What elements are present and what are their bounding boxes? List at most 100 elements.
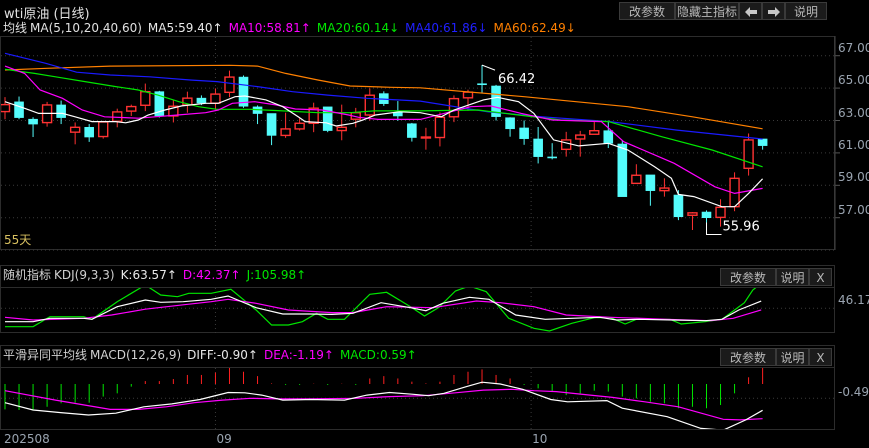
ma-label: 均线 [3, 21, 28, 35]
candle[interactable] [126, 104, 137, 116]
candle-body [631, 174, 642, 185]
price-axis-label: 65.00 [838, 73, 869, 88]
kdj-plot-panel[interactable] [0, 287, 835, 333]
candle-body [420, 136, 432, 139]
candle[interactable] [280, 112, 291, 138]
candle-body [98, 121, 109, 138]
prev-button[interactable] [739, 2, 762, 20]
candle[interactable] [238, 75, 249, 108]
ma-params: MA(5,10,20,40,60) [30, 21, 142, 35]
high-price-label: 66.42 [498, 72, 535, 87]
candle-body [280, 128, 291, 137]
date-axis-label: 10 [532, 432, 548, 446]
ma10-value: MA10:58.81↑ [228, 21, 311, 35]
candle-body [224, 76, 235, 94]
candle[interactable] [519, 120, 529, 145]
candle[interactable] [294, 118, 305, 131]
candle-body [434, 116, 446, 139]
next-button[interactable] [762, 2, 785, 20]
candle[interactable] [477, 65, 487, 93]
candle-body [561, 139, 572, 151]
candle[interactable] [589, 120, 600, 135]
candle[interactable] [322, 106, 333, 133]
candle-body [28, 118, 38, 125]
candle[interactable] [420, 127, 432, 150]
macd-diff-value: DIFF:-0.90↑ [187, 348, 258, 362]
candle-body [126, 105, 137, 112]
kdj-legend: 随机指标 KDJ(9,3,3) K:63.57↑ D:42.37↑ J:105.98↑ [3, 267, 312, 283]
candle[interactable] [645, 174, 656, 206]
candle[interactable] [140, 83, 151, 112]
candle[interactable] [533, 126, 543, 164]
candle[interactable] [98, 120, 109, 139]
candle-body [659, 187, 670, 192]
candle-body [687, 212, 698, 216]
candle[interactable] [41, 101, 53, 127]
candle-body [505, 117, 515, 130]
candle-body [575, 134, 586, 140]
candle-body [69, 126, 81, 133]
candle[interactable] [631, 164, 642, 185]
candle-body [757, 138, 768, 146]
candle[interactable] [743, 133, 754, 176]
candle-body [673, 194, 684, 218]
days-label: 55天 [4, 233, 32, 247]
kdj-close-button[interactable]: X [809, 268, 832, 286]
candle-body [715, 206, 726, 219]
candle[interactable] [28, 117, 38, 138]
chart-title: wti原油 (日线) [4, 7, 90, 22]
macd-bar-value: MACD:0.59↑ [339, 348, 417, 362]
price-axis-label: 67.00 [838, 40, 869, 55]
candle[interactable] [210, 88, 221, 110]
candle-body [645, 174, 656, 191]
candle[interactable] [224, 70, 235, 98]
candle-body [533, 138, 543, 157]
kdj-help-button[interactable]: 说明 [776, 268, 809, 286]
macd-title: 平滑异同平均线 [3, 348, 88, 362]
candle[interactable] [575, 130, 586, 157]
candle-body [266, 113, 277, 136]
candle-body [743, 139, 754, 169]
candle[interactable] [659, 178, 670, 197]
macd-close-button[interactable]: X [809, 348, 832, 366]
candle[interactable] [56, 100, 66, 125]
macd-plot-panel[interactable] [0, 367, 835, 430]
candle[interactable] [308, 102, 319, 133]
candles [1, 65, 768, 235]
candle[interactable] [407, 122, 417, 142]
candle[interactable] [168, 99, 179, 123]
candle[interactable] [14, 96, 24, 120]
candle[interactable] [434, 112, 446, 147]
candle-body [308, 107, 319, 124]
candle-body [519, 127, 529, 139]
kdj-k-line [5, 295, 762, 323]
candle[interactable] [84, 124, 94, 142]
macd-bars [4, 368, 764, 411]
candle[interactable] [336, 104, 347, 141]
candle[interactable] [561, 131, 572, 157]
candle-body [84, 127, 94, 138]
candle[interactable] [687, 212, 698, 231]
date-axis-label: 202508 [4, 432, 50, 446]
candle[interactable] [1, 97, 11, 120]
candle[interactable] [547, 143, 557, 160]
edit-params-button[interactable]: 改参数 [619, 2, 675, 20]
candle[interactable] [252, 105, 263, 125]
candle[interactable] [491, 84, 501, 121]
candle[interactable] [182, 91, 193, 113]
candle[interactable] [715, 199, 726, 227]
candle-body [393, 112, 403, 117]
macd-legend: 平滑异同平均线 MACD(12,26,9) DIFF:-0.90↑ DEA:-1.19… [3, 347, 423, 363]
candle[interactable] [505, 117, 515, 137]
candle[interactable] [617, 140, 628, 197]
kdj-edit-params-button[interactable]: 改参数 [720, 268, 776, 286]
help-button[interactable]: 说明 [785, 2, 827, 20]
candle[interactable] [757, 138, 768, 150]
candle[interactable] [266, 113, 277, 146]
macd-help-button[interactable]: 说明 [776, 348, 809, 366]
macd-edit-params-button[interactable]: 改参数 [720, 348, 776, 366]
candle[interactable] [69, 122, 81, 145]
hide-main-indicator-button[interactable]: 隐藏主指标 [675, 2, 739, 20]
low-price-label: 55.96 [723, 220, 760, 235]
candle-body [448, 97, 460, 118]
